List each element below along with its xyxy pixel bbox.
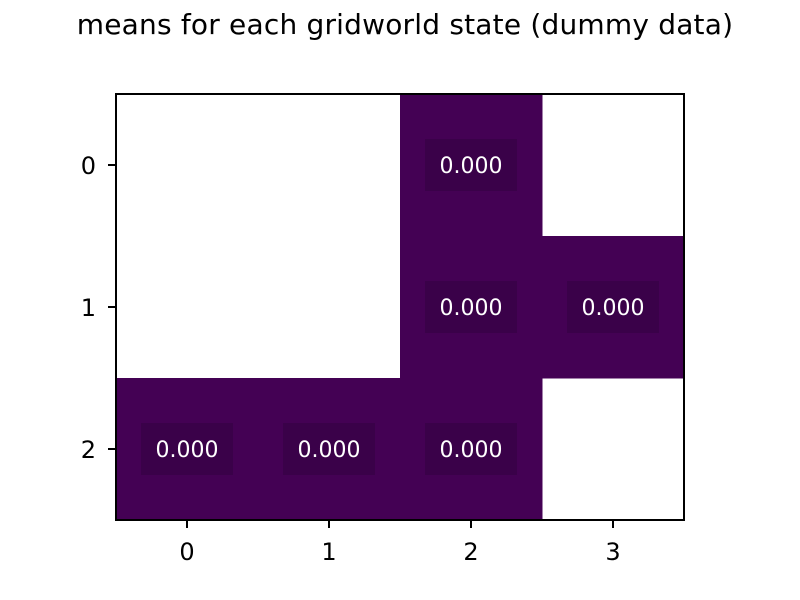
cell-value-label-r2-c0: 0.000 <box>156 438 219 463</box>
cell-label-box-r1-c3 <box>567 281 659 333</box>
cell-value-label-r0-c2: 0.000 <box>440 154 503 179</box>
x-tick-label-2: 2 <box>463 538 478 566</box>
cell-label-box-r0-c2 <box>425 139 517 191</box>
cell-labels-layer: 0.000 0.000 0.000 0.000 0.000 0.000 <box>141 139 659 475</box>
cell-value-label-r2-c1: 0.000 <box>298 438 361 463</box>
y-tick-label-1: 1 <box>81 294 96 322</box>
chart-title: means for each gridworld state (dummy da… <box>76 8 734 41</box>
cell-value-label-r1-c2: 0.000 <box>440 296 503 321</box>
cell-label-box-r2-c2 <box>425 423 517 475</box>
x-tick-label-1: 1 <box>321 538 336 566</box>
y-tick-label-2: 2 <box>81 436 96 464</box>
cell-value-label-r1-c3: 0.000 <box>582 296 645 321</box>
cell-label-box-r2-c1 <box>283 423 375 475</box>
ticks-layer: 0 1 2 3 0 1 2 <box>81 152 621 566</box>
cell-value-label-r2-c2: 0.000 <box>440 438 503 463</box>
cell-label-box-r2-c0 <box>141 423 233 475</box>
x-tick-label-0: 0 <box>179 538 194 566</box>
x-tick-label-3: 3 <box>605 538 620 566</box>
cell-label-box-r1-c2 <box>425 281 517 333</box>
y-tick-label-0: 0 <box>81 152 96 180</box>
